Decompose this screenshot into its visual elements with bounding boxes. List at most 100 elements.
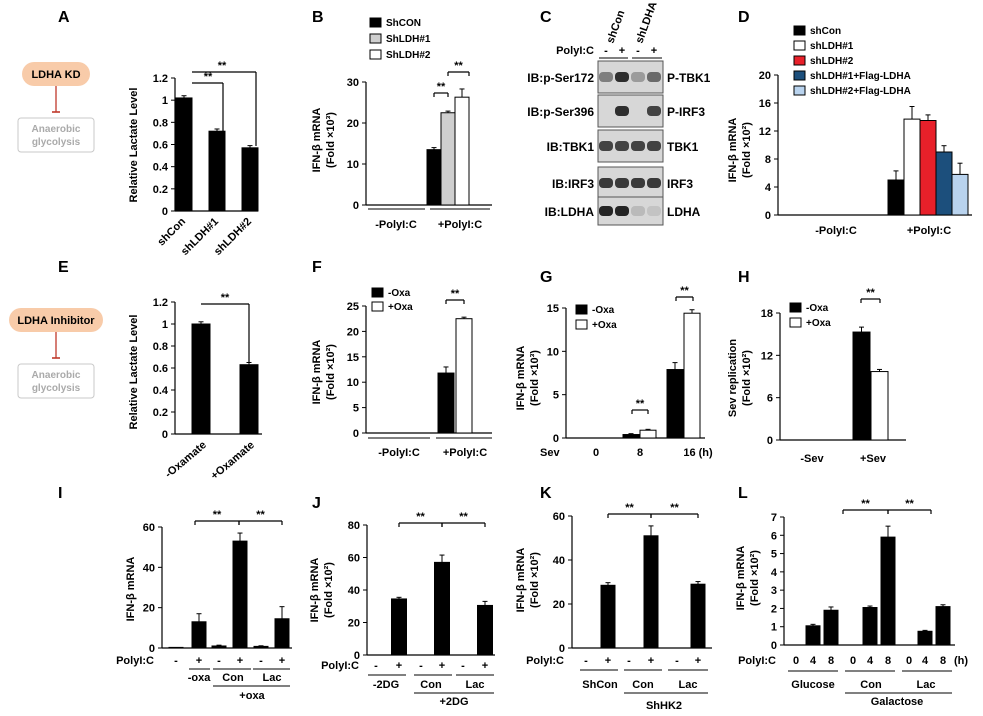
y-tick-label: 20 <box>347 118 359 130</box>
bar-g <box>666 369 684 439</box>
y-tick-label: 10 <box>347 159 359 171</box>
y-tick-label: 0 <box>765 210 771 222</box>
y-tick-label: 80 <box>348 520 360 532</box>
bar-l <box>862 607 878 646</box>
legend-swatch <box>369 33 382 44</box>
x-tick-label: -PolyI:C <box>815 225 857 237</box>
y-tick-label: 0.4 <box>153 162 169 174</box>
blot-band <box>647 141 661 151</box>
y-tick-label: 0 <box>353 428 359 440</box>
x-time-label: 0 <box>850 655 856 667</box>
y-axis-subtitle: (Fold ×10²) <box>325 344 337 400</box>
y-tick-label: 0.8 <box>153 117 168 129</box>
y-tick-label: 0 <box>553 433 559 445</box>
panel-letter-e: E <box>58 259 69 276</box>
blot-band <box>647 72 661 82</box>
panel-letter-l: L <box>738 485 748 502</box>
x-sign-label: - <box>217 655 221 667</box>
panel-letter-d: D <box>738 9 750 26</box>
blot-treatment-label: PolyI:C <box>556 45 594 57</box>
bar-d <box>951 173 969 216</box>
x-sign-label: - <box>584 655 588 667</box>
y-axis-subtitle: (Fold ×10²) <box>741 350 753 406</box>
schematic-a-target-box <box>17 117 95 153</box>
x-group-label: Con <box>632 679 654 691</box>
bar-i <box>253 645 269 649</box>
bar-i <box>211 645 227 649</box>
x-time-label: 8 <box>828 655 834 667</box>
blot-protein-label: TBK1 <box>667 140 699 154</box>
bar-k <box>600 584 616 649</box>
bar-g <box>622 434 640 439</box>
x-group-label: Con <box>860 679 882 691</box>
bar-b <box>440 112 456 206</box>
x-group-label: ShCon <box>582 679 618 691</box>
x-tick-label: +Sev <box>860 453 887 465</box>
bar-f <box>437 372 455 434</box>
x-group-label: Lac <box>263 672 282 684</box>
panel-letter-c: C <box>540 9 552 26</box>
bar-e <box>239 364 259 435</box>
y-tick-label: 0.6 <box>153 363 168 375</box>
y-tick-label: 60 <box>348 553 360 565</box>
y-tick-label: 16 <box>759 98 771 110</box>
x-sign-label: - <box>461 660 465 672</box>
legend-swatch <box>793 55 806 66</box>
x-tick-label: -Sev <box>800 453 824 465</box>
y-tick-label: 60 <box>553 511 565 523</box>
y-axis-subtitle: (Fold ×10²) <box>749 550 761 606</box>
y-tick-label: 2 <box>771 603 777 615</box>
blot-row-label: IB:TBK1 <box>547 140 595 154</box>
x-group-label: Lac <box>917 679 936 691</box>
x-tick-label: 16 (h) <box>683 447 713 459</box>
y-tick-label: 20 <box>553 599 565 611</box>
x-tick-label: +PolyI:C <box>907 225 951 237</box>
x-group-sublabel: Galactose <box>871 696 924 708</box>
y-tick-label: 0.2 <box>153 184 168 196</box>
x-time-label: 4 <box>810 655 817 667</box>
y-tick-label: 0.2 <box>153 407 168 419</box>
significance-marker: ** <box>636 398 645 410</box>
x-tick-label: -Oxamate <box>163 439 209 480</box>
y-tick-label: 10 <box>547 346 559 358</box>
blot-protein-label: IRF3 <box>667 177 693 191</box>
blot-lane-sign: - <box>636 45 640 57</box>
significance-marker: ** <box>451 288 460 300</box>
x-sign-label: - <box>419 660 423 672</box>
y-tick-label: 60 <box>143 522 155 534</box>
schematic-a-box <box>22 62 90 86</box>
bar-i <box>274 618 290 649</box>
y-tick-label: 0 <box>354 650 360 662</box>
x-axis-title: PolyI:C <box>116 655 154 667</box>
x-time-label: 8 <box>940 655 946 667</box>
blot-row-label: IB:p-Ser396 <box>527 105 594 119</box>
significance-marker: ** <box>218 60 227 72</box>
y-tick-label: 12 <box>759 126 771 138</box>
legend-swatch <box>369 49 382 60</box>
x-time-unit: (h) <box>954 655 968 667</box>
significance-marker: ** <box>454 60 463 72</box>
y-tick-label: 5 <box>553 390 559 402</box>
y-tick-label: 0 <box>353 200 359 212</box>
x-tick-label: +PolyI:C <box>443 447 487 459</box>
x-group-label: Con <box>420 679 442 691</box>
y-tick-label: 20 <box>143 603 155 615</box>
significance-marker: ** <box>416 511 425 523</box>
bar-b <box>454 96 470 206</box>
panel-letter-h: H <box>738 269 750 286</box>
x-sign-label: + <box>237 655 243 667</box>
x-tick-label: -PolyI:C <box>375 219 417 231</box>
blot-band <box>599 178 613 188</box>
schematic-e-target-label: Anaerobic <box>32 370 81 381</box>
panel-letter-i: I <box>58 485 62 502</box>
y-tick-label: 7 <box>771 512 777 524</box>
significance-marker: ** <box>670 502 679 514</box>
legend-label: ShLDH#1 <box>386 34 431 45</box>
x-time-label: 0 <box>793 655 799 667</box>
x-group-sublabel: ShHK2 <box>646 700 682 712</box>
x-sign-label: - <box>259 655 263 667</box>
legend-swatch <box>371 287 384 298</box>
y-axis-title: IFN-β mRNA <box>735 546 747 611</box>
y-axis-title: IFN-β mRNA <box>515 548 527 613</box>
